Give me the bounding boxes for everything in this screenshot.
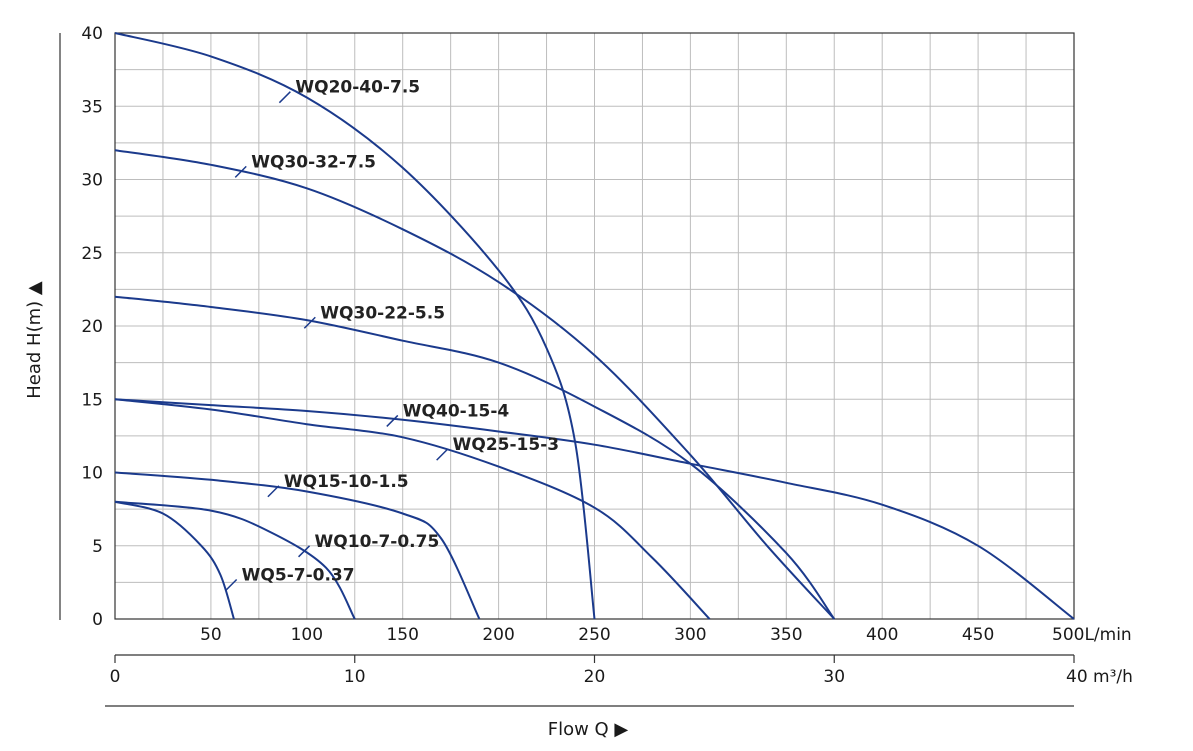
y-tick-label: 15 [81,390,103,410]
label-leader [386,414,399,427]
x-tick-label-m3h: 40 m³/h [1066,667,1133,687]
y-tick-label: 10 [81,464,103,484]
series-group [114,32,1075,620]
curve-label: WQ10-7-0.75 [315,532,440,552]
y-tick-label: 40 [81,24,103,44]
grid [114,32,1075,620]
series-line-wq15-10-1_5 [114,471,481,620]
series-line-wq30-22-5_5 [114,295,836,620]
curve-label: WQ15-10-1.5 [284,472,409,492]
x-tick-label-lpm: 250 [578,625,610,645]
curve-label: WQ30-22-5.5 [320,303,445,323]
label-leader [234,165,247,178]
curve-label: WQ30-32-7.5 [251,152,376,172]
series-line-wq40-15-4 [114,398,1075,620]
x-tick-label-lpm: 350 [770,625,802,645]
x-tick-label-lpm: 200 [482,625,514,645]
label-leader [278,91,291,104]
label-leader [303,316,316,329]
label-leader [436,448,449,461]
label-leader [298,545,311,558]
label-leader [267,485,280,498]
x-tick-label-lpm: 400 [866,625,898,645]
series-line-wq30-32-7_5 [114,149,836,620]
x-tick-label-m3h: 30 [823,667,845,687]
x-tick-label-lpm: 450 [962,625,994,645]
series-line-wq20-40-7_5 [114,32,596,620]
series-line-wq10-7-0_75 [114,500,356,620]
label-leader [225,578,238,592]
x-tick-label-lpm: 100 [291,625,323,645]
y-tick-label: 5 [92,537,103,557]
series-line-wq25-15-3 [114,398,711,620]
y-tick-label: 30 [81,171,103,191]
series-line-wq5-7-0_37 [114,500,235,620]
y-tick-label: 25 [81,244,103,264]
x-tick-label-m3h: 0 [110,667,121,687]
x-tick-label-lpm: 500L/min [1052,625,1132,645]
y-tick-label: 35 [81,97,103,117]
x-axis-title: Flow Q ▶ [548,719,629,740]
x-tick-label-lpm: 50 [200,625,222,645]
curve-label: WQ40-15-4 [403,401,510,421]
x-tick-label-lpm: 300 [674,625,706,645]
x-tick-label-m3h: 10 [344,667,366,687]
curve-label: WQ20-40-7.5 [295,78,420,98]
y-axis-title: Head H(m) ▲ [24,281,45,399]
curve-labels: WQ20-40-7.5 WQ30-32-7.5 WQ30-22-5.5 WQ40-15… [225,78,559,592]
x-tick-label-m3h: 20 [584,667,606,687]
y-tick-label: 0 [92,610,103,630]
x-tick-label-lpm: 150 [386,625,418,645]
y-tick-label: 20 [81,317,103,337]
curve-label: WQ5-7-0.37 [242,566,355,586]
curve-label: WQ25-15-3 [453,435,559,455]
